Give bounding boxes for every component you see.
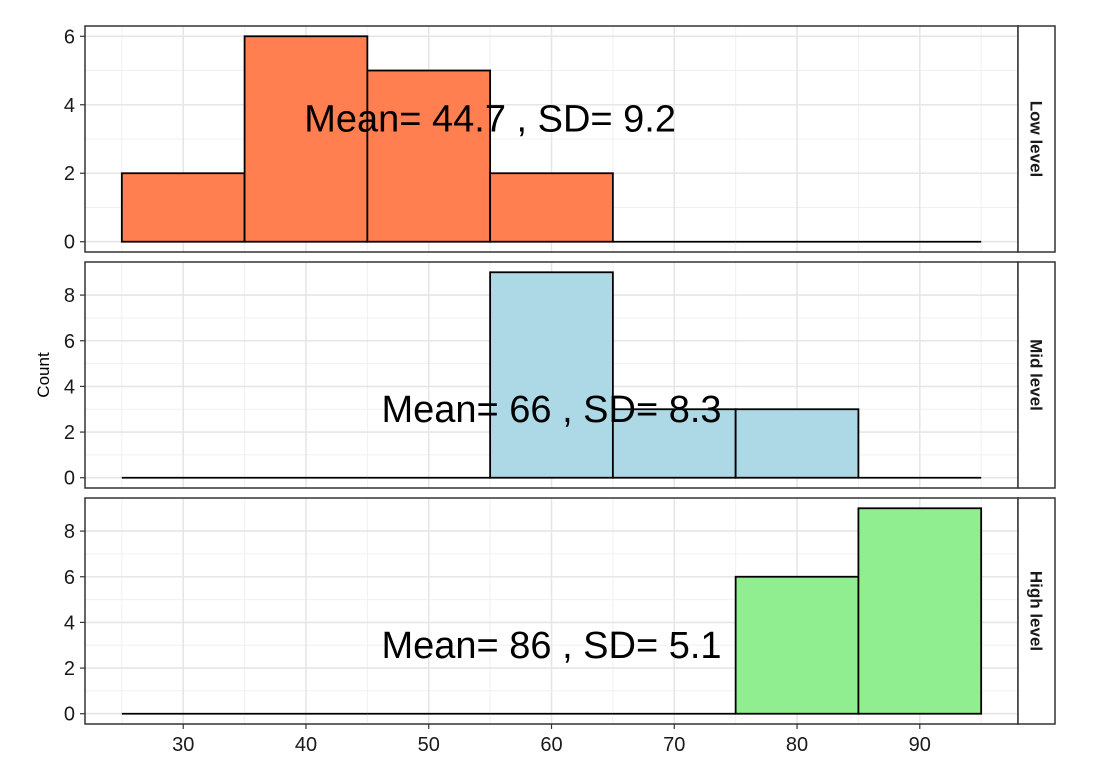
annotation-text: Mean= 66 , SD= 8.3 xyxy=(381,389,721,431)
y-tick-label: 8 xyxy=(64,285,75,307)
y-tick-label: 4 xyxy=(64,612,75,634)
facet-strip-label: Mid level xyxy=(1027,339,1046,411)
y-tick-label: 2 xyxy=(64,422,75,444)
histogram-bar xyxy=(243,35,369,243)
histogram-bar xyxy=(611,408,737,479)
y-tick-label: 0 xyxy=(64,468,75,490)
histogram-bar xyxy=(734,575,860,715)
facet-strip xyxy=(1017,497,1056,725)
facet-strip xyxy=(1017,261,1056,489)
histogram-bar xyxy=(857,507,983,715)
x-tick-label: 80 xyxy=(786,734,808,756)
x-tick-label: 70 xyxy=(663,734,685,756)
annotation-text: Mean= 44.7 , SD= 9.2 xyxy=(304,98,676,140)
panel-low-level: 0 2 4 6 Mean= 44.7 , SD= 9.2 Low level xyxy=(64,25,1056,254)
annotation-text: Mean= 86 , SD= 5.1 xyxy=(381,625,721,667)
x-axis: 30 40 50 60 70 80 90 xyxy=(172,724,931,756)
histogram-bar xyxy=(734,408,860,479)
histogram-bar xyxy=(489,172,614,243)
facet-strip-label: High level xyxy=(1027,571,1046,651)
x-tick-label: 60 xyxy=(540,734,562,756)
y-tick-label: 6 xyxy=(64,567,75,589)
y-tick-label: 8 xyxy=(64,521,75,543)
x-tick-label: 50 xyxy=(418,734,440,756)
facet-panels: 0 2 4 6 Mean= 44.7 , SD= 9.2 Low level 0 2 4 6 8 Me… xyxy=(64,25,1056,726)
facet-strip-label: Low level xyxy=(1027,101,1046,178)
y-tick-label: 4 xyxy=(64,376,75,398)
histogram-bar xyxy=(489,271,614,479)
y-tick-label: 2 xyxy=(64,658,75,680)
y-tick-label: 6 xyxy=(64,331,75,353)
y-tick-label: 2 xyxy=(64,163,75,185)
x-tick-label: 30 xyxy=(172,734,194,756)
y-tick-label: 4 xyxy=(64,95,75,117)
y-tick-label: 6 xyxy=(64,26,75,48)
x-tick-label: 40 xyxy=(295,734,317,756)
x-tick-label: 90 xyxy=(909,734,931,756)
y-tick-label: 0 xyxy=(64,704,75,726)
panel-high-level: 0 2 4 6 8 Mean= 86 , SD= 5.1 High level xyxy=(64,497,1056,726)
y-axis-title: Count xyxy=(34,352,53,398)
y-tick-label: 0 xyxy=(64,232,75,254)
histogram-bar xyxy=(366,69,492,243)
histogram-bar xyxy=(120,172,246,243)
facet-strip xyxy=(1017,25,1056,253)
panel-mid-level: 0 2 4 6 8 Mean= 66 , SD= 8.3 Mid level xyxy=(64,261,1056,490)
